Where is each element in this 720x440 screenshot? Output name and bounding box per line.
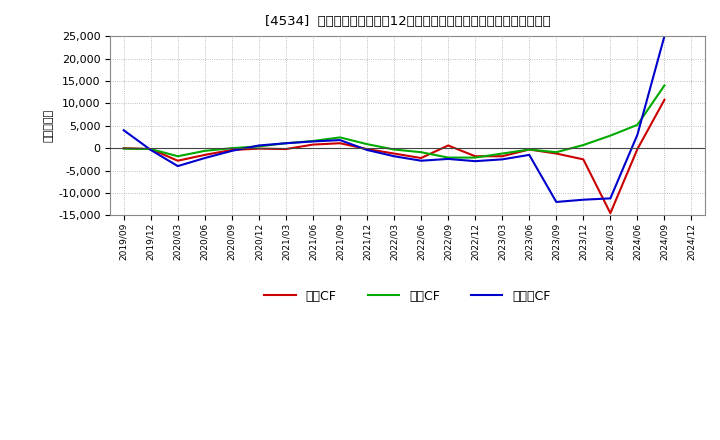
営業CF — [579, 157, 588, 162]
営業CF — [228, 147, 236, 153]
投賃CF — [174, 154, 182, 159]
投賃CF — [471, 155, 480, 160]
投賃CF — [120, 146, 128, 151]
営業CF — [282, 147, 290, 152]
営業CF — [174, 158, 182, 163]
フリーCF — [552, 199, 561, 205]
投賃CF — [498, 151, 507, 156]
投賃CF — [309, 138, 318, 143]
フリーCF — [525, 152, 534, 158]
投賃CF — [417, 150, 426, 155]
フリーCF — [174, 163, 182, 169]
フリーCF — [444, 156, 452, 161]
投賃CF — [444, 155, 452, 160]
営業CF — [498, 154, 507, 159]
フリーCF — [228, 148, 236, 154]
フリーCF — [363, 147, 372, 153]
営業CF — [525, 147, 534, 152]
フリーCF — [282, 141, 290, 146]
Title: [4534]  キャッシュフローの12か月移動合計の対前年同期増減額の推移: [4534] キャッシュフローの12か月移動合計の対前年同期増減額の推移 — [265, 15, 551, 28]
営業CF — [309, 142, 318, 147]
フリーCF — [579, 197, 588, 202]
営業CF — [120, 146, 128, 151]
フリーCF — [417, 158, 426, 163]
投賃CF — [633, 122, 642, 128]
営業CF — [552, 151, 561, 156]
投賃CF — [336, 135, 344, 140]
営業CF — [146, 147, 155, 152]
投賃CF — [363, 142, 372, 147]
フリーCF — [498, 157, 507, 162]
投賃CF — [200, 148, 209, 154]
投賃CF — [255, 144, 264, 149]
投賃CF — [552, 150, 561, 155]
フリーCF — [633, 132, 642, 137]
営業CF — [660, 97, 669, 103]
投賃CF — [606, 133, 615, 138]
投賃CF — [525, 147, 534, 152]
Line: 営業CF: 営業CF — [124, 100, 665, 213]
Line: 投賃CF: 投賃CF — [124, 85, 665, 158]
営業CF — [255, 146, 264, 151]
Y-axis label: （百万円）: （百万円） — [44, 109, 54, 142]
営業CF — [417, 155, 426, 161]
フリーCF — [146, 147, 155, 153]
フリーCF — [471, 158, 480, 164]
Line: フリーCF: フリーCF — [124, 36, 665, 202]
フリーCF — [606, 196, 615, 201]
Legend: 営業CF, 投賃CF, フリーCF: 営業CF, 投賃CF, フリーCF — [264, 290, 551, 303]
投賃CF — [228, 146, 236, 151]
投賃CF — [390, 147, 398, 152]
投賃CF — [146, 147, 155, 152]
フリーCF — [660, 33, 669, 39]
営業CF — [200, 152, 209, 158]
投賃CF — [660, 83, 669, 88]
フリーCF — [255, 143, 264, 148]
フリーCF — [390, 154, 398, 159]
フリーCF — [120, 128, 128, 133]
営業CF — [363, 147, 372, 152]
フリーCF — [336, 137, 344, 143]
フリーCF — [309, 139, 318, 144]
営業CF — [471, 154, 480, 159]
営業CF — [606, 210, 615, 216]
営業CF — [633, 147, 642, 152]
営業CF — [390, 151, 398, 156]
営業CF — [444, 143, 452, 148]
投賃CF — [282, 141, 290, 146]
投賃CF — [579, 143, 588, 148]
フリーCF — [200, 155, 209, 161]
営業CF — [336, 141, 344, 146]
